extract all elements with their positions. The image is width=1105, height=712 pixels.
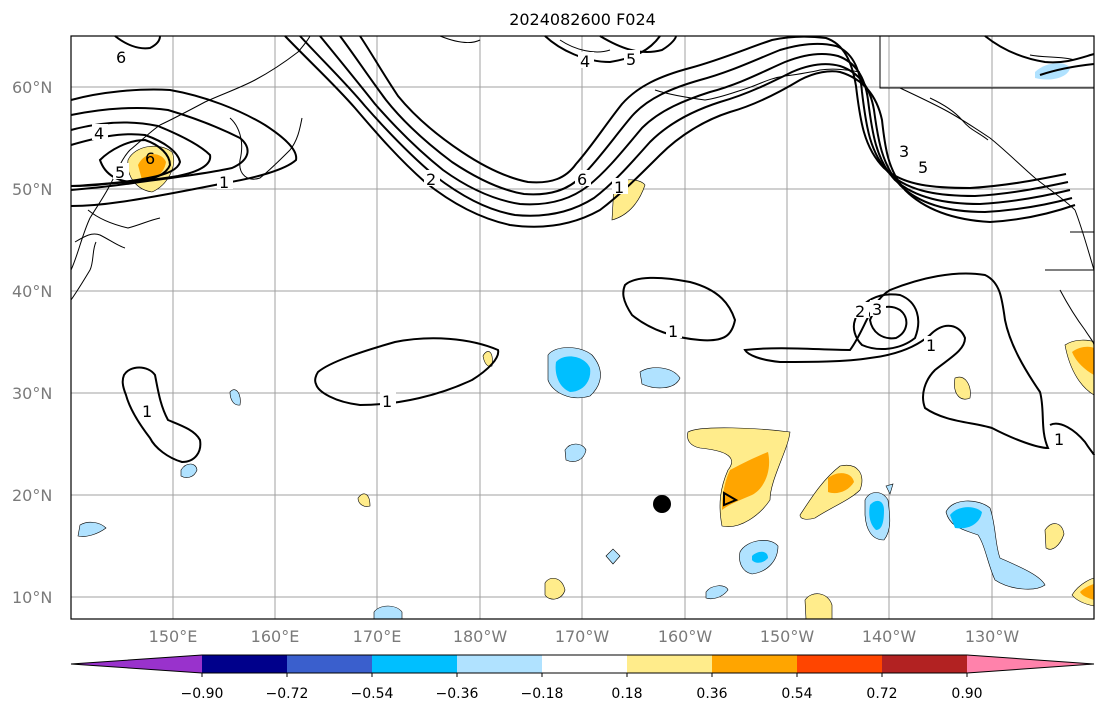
- colorbar-label: 0.90: [951, 686, 982, 702]
- colorbar-segment: [882, 655, 968, 673]
- contour-label: 1: [382, 392, 392, 411]
- lat-label: 40°N: [12, 282, 52, 301]
- colorbar-label: −0.90: [181, 686, 224, 702]
- colorbar-label: −0.36: [436, 686, 479, 702]
- contour-label: 1: [668, 322, 678, 341]
- contour-label: 2: [855, 302, 865, 321]
- contour-label: 4: [94, 124, 104, 143]
- colorbar-label: −0.54: [351, 686, 394, 702]
- lon-label: 150°W: [760, 627, 815, 646]
- contour-label: 5: [626, 50, 636, 69]
- contour-label: 5: [115, 163, 125, 182]
- lat-label: 50°N: [12, 180, 52, 199]
- colorbar: −0.90 −0.72 −0.54 −0.36 −0.18 0.18 0.36 0.54 0.7…: [70, 654, 1095, 702]
- colorbar-label: 0.36: [696, 686, 727, 702]
- colorbar-segment: [457, 655, 543, 673]
- lon-label: 160°W: [658, 627, 713, 646]
- lon-label: 140°W: [862, 627, 917, 646]
- colorbar-label: −0.72: [266, 686, 309, 702]
- contour-label: 6: [577, 170, 587, 189]
- contour-label: 1: [1054, 430, 1064, 449]
- contour-labels: 1 1 1 1 1 1 2 3 1 6 5 4 6 5 2 3 4 5 6: [92, 48, 1068, 449]
- contour-label: 1: [926, 336, 936, 355]
- lat-label: 10°N: [12, 588, 52, 607]
- shaded-fields: [77, 63, 1095, 620]
- colorbar-label: 0.72: [866, 686, 897, 702]
- colorbar-label: 0.54: [781, 686, 812, 702]
- contour-label: 3: [899, 142, 909, 161]
- lat-label: 60°N: [12, 78, 52, 97]
- colorbar-segment: [287, 655, 373, 673]
- lon-label: 170°E: [353, 627, 402, 646]
- colorbar-segment: [627, 655, 713, 673]
- colorbar-segment: [372, 655, 458, 673]
- contour-label: 6: [116, 48, 126, 67]
- contour-lines: [70, 35, 1095, 507]
- lon-label: 170°W: [555, 627, 610, 646]
- contour-label: 4: [580, 52, 590, 71]
- contour-label: 1: [142, 402, 152, 421]
- map-title: 2024082600 F024: [509, 10, 656, 29]
- latitude-labels: 60°N 50°N 40°N 30°N 20°N 10°N: [12, 78, 52, 607]
- lat-label: 30°N: [12, 384, 52, 403]
- contour-label: 3: [872, 300, 882, 319]
- lat-label: 20°N: [12, 486, 52, 505]
- lon-label: 130°W: [965, 627, 1020, 646]
- contour-label: 2: [426, 170, 436, 189]
- colorbar-segment: [797, 655, 883, 673]
- colorbar-label: 0.18: [611, 686, 642, 702]
- storm-position-marker: [653, 495, 671, 513]
- map-frame: [70, 35, 1095, 620]
- colorbar-extension-low: [71, 655, 202, 673]
- lon-label: 180°W: [453, 627, 508, 646]
- contour-label: 1: [219, 173, 229, 192]
- contour-label: 6: [145, 149, 155, 168]
- lon-label: 160°E: [251, 627, 300, 646]
- longitude-labels: 150°E 160°E 170°E 180°W 170°W 160°W 150°…: [149, 627, 1020, 646]
- contour-label: 5: [918, 158, 928, 177]
- lon-label: 150°E: [149, 627, 198, 646]
- colorbar-segment: [712, 655, 798, 673]
- coastlines: [70, 35, 1095, 346]
- colorbar-label: −0.18: [521, 686, 564, 702]
- colorbar-extension-high: [967, 655, 1094, 673]
- contour-label: 1: [614, 178, 624, 197]
- colorbar-segment: [542, 655, 628, 673]
- colorbar-segment: [202, 655, 288, 673]
